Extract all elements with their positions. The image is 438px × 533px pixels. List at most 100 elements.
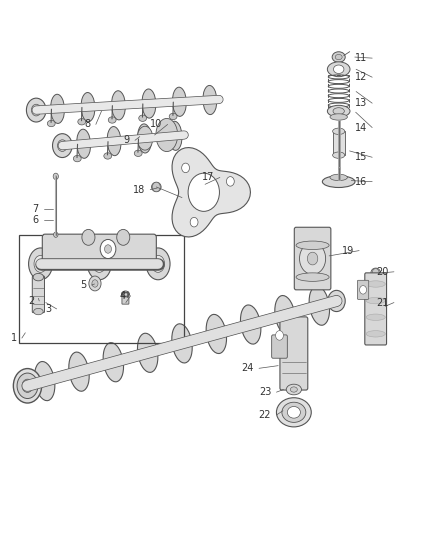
Ellipse shape — [333, 108, 344, 115]
Ellipse shape — [327, 62, 350, 77]
Text: 4: 4 — [119, 290, 125, 301]
Circle shape — [53, 173, 58, 180]
Ellipse shape — [335, 54, 342, 60]
Ellipse shape — [240, 305, 261, 344]
Text: 7: 7 — [32, 204, 39, 214]
Ellipse shape — [32, 104, 41, 116]
Text: 19: 19 — [342, 246, 354, 256]
Circle shape — [182, 163, 190, 173]
Ellipse shape — [137, 126, 153, 150]
Circle shape — [100, 239, 116, 259]
Text: 21: 21 — [376, 297, 389, 308]
Bar — [332, 131, 345, 155]
Ellipse shape — [34, 255, 47, 272]
FancyBboxPatch shape — [365, 273, 387, 345]
Circle shape — [190, 217, 198, 227]
Ellipse shape — [330, 114, 347, 120]
Ellipse shape — [33, 273, 44, 281]
Circle shape — [89, 276, 101, 291]
Ellipse shape — [139, 115, 147, 122]
Ellipse shape — [103, 343, 124, 382]
Ellipse shape — [121, 291, 129, 297]
Circle shape — [92, 280, 98, 287]
Ellipse shape — [328, 290, 345, 312]
Ellipse shape — [366, 314, 385, 320]
FancyBboxPatch shape — [42, 234, 156, 264]
Text: 14: 14 — [355, 123, 367, 133]
Circle shape — [360, 286, 367, 294]
Text: 1: 1 — [11, 333, 17, 343]
Circle shape — [372, 269, 379, 277]
Ellipse shape — [104, 153, 112, 159]
Ellipse shape — [73, 156, 81, 162]
Ellipse shape — [57, 140, 67, 151]
Ellipse shape — [287, 407, 300, 418]
Ellipse shape — [366, 281, 385, 287]
Circle shape — [276, 330, 283, 340]
Ellipse shape — [134, 150, 142, 157]
Ellipse shape — [28, 248, 53, 280]
Ellipse shape — [138, 333, 158, 373]
Ellipse shape — [107, 126, 121, 156]
Ellipse shape — [327, 106, 350, 117]
Text: 10: 10 — [150, 119, 162, 130]
FancyBboxPatch shape — [294, 227, 331, 290]
Text: 8: 8 — [85, 119, 91, 130]
Ellipse shape — [366, 330, 385, 337]
Ellipse shape — [138, 124, 152, 153]
Ellipse shape — [275, 295, 295, 335]
FancyBboxPatch shape — [280, 317, 308, 390]
Text: 22: 22 — [259, 410, 271, 420]
Ellipse shape — [22, 379, 33, 392]
Text: 11: 11 — [355, 53, 367, 63]
Text: 3: 3 — [45, 304, 51, 314]
Ellipse shape — [93, 255, 106, 272]
Ellipse shape — [366, 297, 385, 304]
Ellipse shape — [152, 255, 165, 272]
Ellipse shape — [34, 309, 43, 315]
Ellipse shape — [50, 94, 64, 124]
Ellipse shape — [332, 128, 345, 134]
Ellipse shape — [330, 174, 347, 181]
Ellipse shape — [156, 118, 178, 151]
Circle shape — [152, 182, 160, 192]
Ellipse shape — [112, 91, 125, 120]
Circle shape — [105, 245, 112, 253]
Text: 2: 2 — [28, 296, 34, 306]
Ellipse shape — [206, 314, 226, 353]
Circle shape — [307, 252, 318, 265]
Ellipse shape — [53, 134, 72, 158]
Ellipse shape — [282, 402, 306, 422]
Ellipse shape — [296, 241, 329, 249]
Ellipse shape — [172, 324, 192, 363]
Ellipse shape — [78, 118, 86, 125]
Ellipse shape — [290, 387, 297, 392]
Ellipse shape — [169, 114, 177, 119]
Ellipse shape — [332, 296, 341, 306]
FancyBboxPatch shape — [272, 335, 287, 358]
Ellipse shape — [288, 387, 300, 394]
Circle shape — [188, 173, 219, 212]
Text: 9: 9 — [124, 135, 130, 146]
Text: 23: 23 — [259, 387, 271, 397]
Ellipse shape — [47, 120, 55, 127]
Text: 24: 24 — [241, 364, 254, 373]
Text: 20: 20 — [376, 267, 389, 277]
Text: 6: 6 — [32, 215, 39, 225]
Ellipse shape — [333, 65, 344, 74]
Text: 5: 5 — [80, 280, 86, 290]
Text: 17: 17 — [202, 172, 215, 182]
Ellipse shape — [296, 273, 329, 281]
Ellipse shape — [152, 182, 161, 192]
Ellipse shape — [173, 87, 187, 116]
FancyBboxPatch shape — [122, 293, 129, 304]
Ellipse shape — [87, 248, 111, 280]
Ellipse shape — [322, 176, 355, 188]
Ellipse shape — [35, 361, 55, 401]
Ellipse shape — [17, 373, 38, 399]
Ellipse shape — [332, 152, 345, 158]
Text: 13: 13 — [355, 98, 367, 108]
Ellipse shape — [203, 85, 217, 115]
Circle shape — [300, 243, 325, 274]
Text: 18: 18 — [133, 184, 145, 195]
